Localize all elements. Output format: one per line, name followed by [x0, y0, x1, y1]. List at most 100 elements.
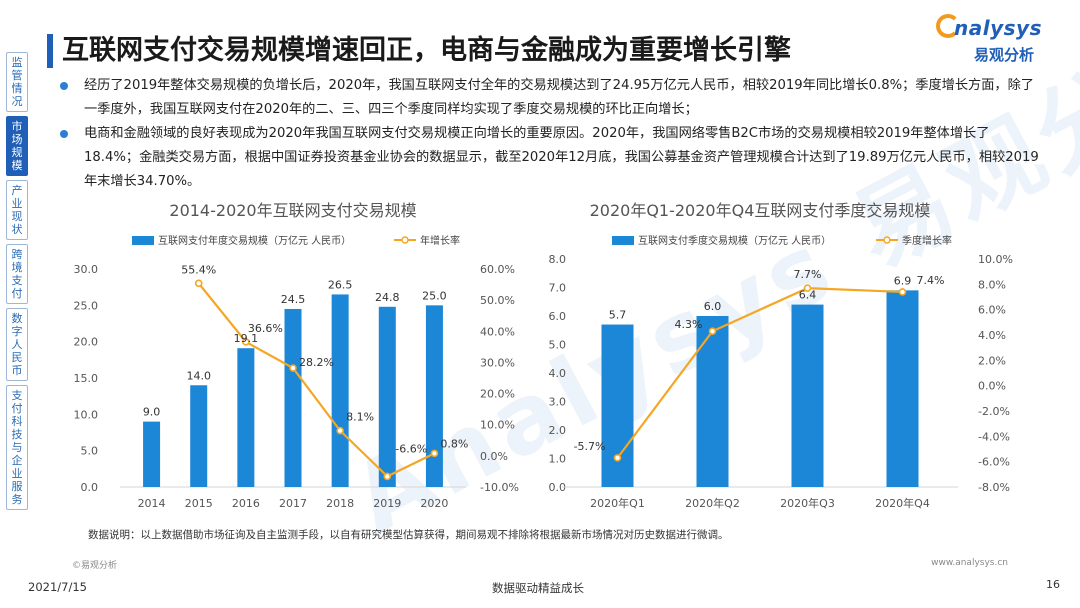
y-tick-left: 2.0	[549, 424, 567, 437]
bar	[696, 316, 729, 487]
line-value-label: 36.6%	[248, 322, 283, 335]
x-tick-label: 2016	[232, 497, 260, 510]
bar-value-label: 14.0	[186, 369, 211, 382]
y-tick-right: 6.0%	[978, 304, 1006, 317]
y-tick-left: 30.0	[74, 263, 99, 276]
data-footnote: 数据说明：以上数据借助市场征询及自主监测手段，以自有研究模型估算获得，期间易观不…	[88, 529, 729, 541]
line-point	[613, 454, 622, 462]
logo-a-icon	[936, 14, 960, 38]
line-point	[194, 279, 203, 288]
bar	[331, 294, 349, 487]
side-nav-item[interactable]: 支付科技与企业服务	[6, 385, 28, 510]
analysys-logo: nalysys 易观分析	[936, 14, 1076, 72]
y-tick-right: 20.0%	[480, 388, 515, 401]
legend-bar-label: 互联网支付季度交易规模（万亿元 人民币）	[638, 234, 831, 247]
line-point	[708, 327, 717, 336]
title-accent-bar	[47, 34, 53, 68]
bar-value-label: 24.8	[375, 291, 400, 304]
y-tick-right: -2.0%	[978, 405, 1010, 418]
bar	[886, 290, 919, 487]
legend-line-label: 季度增长率	[902, 234, 952, 247]
line-value-label: 7.7%	[794, 268, 822, 281]
bar-value-label: 5.7	[609, 309, 627, 322]
x-tick-label: 2015	[185, 497, 213, 510]
y-tick-left: 5.0	[81, 445, 99, 458]
y-tick-right: 30.0%	[480, 356, 515, 369]
page-title: 互联网支付交易规模增速回正，电商与金融成为重要增长引擎	[62, 35, 791, 66]
y-tick-left: 8.0	[549, 253, 567, 266]
y-tick-left: 0.0	[549, 481, 567, 494]
line-value-label: 0.8%	[440, 437, 468, 450]
y-tick-right: -6.0%	[978, 456, 1010, 469]
bullet-point: 经历了2019年整体交易规模的负增长后，2020年，我国互联网支付全年的交易规模…	[54, 74, 1044, 122]
y-tick-right: 4.0%	[978, 329, 1006, 342]
y-tick-right: 0.0%	[480, 450, 508, 463]
line-point	[242, 338, 250, 346]
page-number: 16	[1046, 578, 1060, 591]
bar	[237, 348, 255, 487]
bullet-point: 电商和金融领域的良好表现成为2020年我国互联网支付交易规模正向增长的重要原因。…	[54, 122, 1044, 194]
y-tick-left: 15.0	[74, 372, 99, 385]
side-nav-item[interactable]: 数字人民币	[6, 308, 28, 381]
bar	[190, 385, 208, 487]
y-tick-right: 50.0%	[480, 294, 515, 307]
y-tick-right: 10.0%	[978, 253, 1013, 266]
copyright: ©易观分析	[72, 561, 118, 571]
x-tick-label: 2020年Q4	[875, 496, 930, 510]
bar	[143, 421, 161, 487]
y-tick-left: 6.0	[549, 310, 567, 323]
side-nav-item[interactable]: 监管情况	[6, 52, 28, 112]
bar	[378, 306, 396, 487]
y-tick-right: -4.0%	[978, 430, 1010, 443]
chart-title: 2020年Q1-2020年Q4互联网支付季度交易规模	[590, 201, 931, 220]
side-nav-item[interactable]: 市场规模	[6, 116, 28, 176]
y-tick-right: 60.0%	[480, 263, 515, 276]
line-point	[898, 288, 907, 296]
y-tick-left: 4.0	[549, 367, 567, 380]
chart-title: 2014-2020年互联网支付交易规模	[169, 201, 416, 220]
slogan: 数据驱动精益成长	[492, 581, 584, 595]
y-tick-left: 0.0	[81, 481, 99, 494]
x-tick-label: 2020年Q2	[685, 496, 740, 510]
y-tick-left: 3.0	[549, 396, 567, 409]
legend-bar-swatch	[612, 236, 634, 245]
y-tick-right: 0.0%	[978, 380, 1006, 393]
y-tick-right: 2.0%	[978, 354, 1006, 367]
side-nav-item[interactable]: 产业现状	[6, 180, 28, 240]
x-tick-label: 2018	[326, 497, 354, 510]
bar-value-label: 6.9	[894, 274, 912, 287]
line-point	[430, 449, 439, 458]
y-tick-right: -8.0%	[978, 481, 1010, 494]
x-tick-label: 2014	[138, 497, 166, 510]
line-value-label: -6.6%	[395, 442, 427, 455]
y-tick-left: 5.0	[549, 339, 567, 352]
line-point	[289, 364, 297, 372]
line-point	[803, 284, 812, 292]
growth-line	[616, 287, 903, 459]
x-tick-label: 2020	[420, 497, 448, 510]
line-value-label: 8.1%	[346, 411, 374, 424]
bar	[284, 308, 302, 487]
line-value-label: 7.4%	[917, 274, 945, 287]
y-tick-left: 25.0	[74, 299, 99, 312]
bar	[601, 324, 634, 487]
bar	[425, 305, 443, 487]
y-tick-right: 40.0%	[480, 325, 515, 338]
legend-line-marker	[401, 236, 409, 244]
bar-value-label: 9.0	[143, 406, 161, 419]
y-tick-right: 8.0%	[978, 278, 1006, 291]
side-nav: 监管情况市场规模产业现状跨境支付数字人民币支付科技与企业服务	[6, 52, 28, 514]
x-tick-label: 2020年Q1	[590, 496, 645, 510]
bar-value-label: 6.4	[799, 289, 817, 302]
y-tick-left: 20.0	[74, 336, 99, 349]
logo-text-zh: 易观分析	[974, 46, 1035, 64]
legend-bar-swatch	[132, 236, 154, 245]
side-nav-item[interactable]: 跨境支付	[6, 244, 28, 304]
bar	[791, 304, 824, 487]
summary-bullets: 经历了2019年整体交易规模的负增长后，2020年，我国互联网支付全年的交易规模…	[54, 74, 1044, 194]
legend-line-marker	[883, 236, 891, 244]
logo-text-en: nalysys	[954, 16, 1042, 40]
x-tick-label: 2020年Q3	[780, 496, 835, 510]
growth-line	[197, 282, 435, 478]
